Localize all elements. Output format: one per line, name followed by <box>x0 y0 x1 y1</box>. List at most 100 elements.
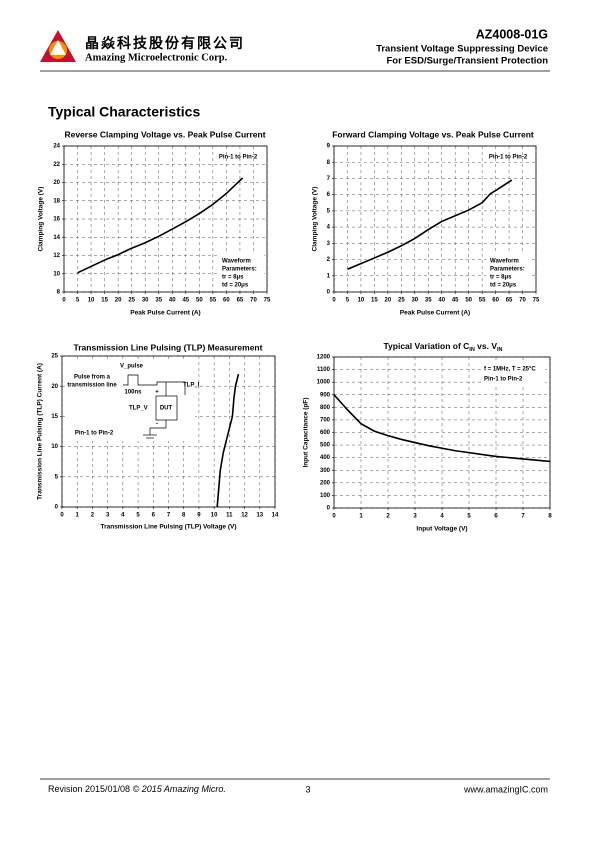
x-tick-label: 5 <box>76 298 80 304</box>
x-tick-label: 2 <box>386 514 390 520</box>
plot-frame <box>333 356 551 509</box>
x-tick-label: 4 <box>440 514 444 520</box>
y-tick-label: 1000 <box>317 380 331 386</box>
x-tick-label: 0 <box>332 298 336 304</box>
y-tick-label: 22 <box>53 162 60 168</box>
annotation: tr = 8μs <box>490 275 512 281</box>
y-tick-label: 3 <box>327 241 331 247</box>
annotation: TLP_I <box>183 383 200 389</box>
data-line <box>216 373 240 508</box>
x-tick-label: 20 <box>115 298 122 304</box>
website: www.amazingIC.com <box>463 784 548 794</box>
x-tick-label: 7 <box>521 514 525 520</box>
y-tick-label: 1200 <box>317 355 331 361</box>
wire <box>143 381 186 395</box>
company-en: Amazing Microelectronic Corp. <box>85 52 228 63</box>
x-tick-label: 10 <box>88 298 95 304</box>
title-part: IN <box>469 347 475 353</box>
x-tick-label: 10 <box>358 298 365 304</box>
y-tick-label: 15 <box>51 414 58 420</box>
annotation: Waveform <box>222 259 251 265</box>
y-tick-label: 200 <box>320 480 331 486</box>
copyright: © 2015 Amazing Micro. <box>133 784 226 794</box>
annotation: Pin-1 to Pin-2 <box>219 155 258 161</box>
x-tick-label: 15 <box>101 298 108 304</box>
annotation: Waveform <box>490 259 519 265</box>
x-tick-label: 55 <box>479 298 486 304</box>
x-tick-label: 9 <box>197 513 201 519</box>
x-tick-label: 3 <box>413 514 417 520</box>
annotation: - <box>156 422 158 428</box>
y-tick-label: 16 <box>53 217 60 223</box>
annotation: TLP_V <box>129 406 148 412</box>
x-tick-label: 8 <box>548 514 552 520</box>
x-tick-label: 14 <box>272 513 279 519</box>
pulse-symbol <box>123 374 143 386</box>
title-part: vs. V <box>475 341 498 351</box>
dut-box <box>155 395 178 421</box>
y-tick-label: 600 <box>320 430 331 436</box>
annotation: Parameters: <box>490 267 525 273</box>
annotation: td = 20μs <box>490 283 517 289</box>
x-tick-label: 40 <box>169 298 176 304</box>
x-tick-label: 60 <box>492 298 499 304</box>
logo <box>40 30 76 62</box>
y-axis-label: Input Capacitance (pF) <box>303 397 310 467</box>
annotation: DUT <box>160 406 173 412</box>
plot-frame <box>61 355 276 508</box>
y-tick-label: 8 <box>57 290 61 296</box>
x-tick-label: 25 <box>128 298 135 304</box>
x-tick-label: 0 <box>332 514 336 520</box>
x-tick-label: 1 <box>359 514 363 520</box>
x-tick-label: 70 <box>250 298 257 304</box>
x-tick-label: 60 <box>223 298 230 304</box>
y-tick-label: 10 <box>53 271 60 277</box>
x-axis-label: Input Voltage (V) <box>416 526 467 533</box>
y-tick-label: 1 <box>327 273 331 279</box>
annotation: Pulse from a <box>74 375 111 381</box>
y-tick-label: 18 <box>53 198 60 204</box>
annotation: td = 20μs <box>222 283 249 289</box>
x-tick-label: 1 <box>76 513 80 519</box>
y-tick-label: 800 <box>320 405 331 411</box>
x-tick-label: 45 <box>452 298 459 304</box>
x-tick-label: 75 <box>264 298 271 304</box>
y-tick-label: 7 <box>327 176 331 182</box>
x-tick-label: 30 <box>142 298 149 304</box>
wire <box>149 420 167 435</box>
annotation-box <box>486 252 532 290</box>
annotation-box <box>481 363 545 385</box>
x-tick-label: 70 <box>519 298 526 304</box>
annotation: V_pulse <box>120 364 144 370</box>
y-tick-label: 1100 <box>317 367 331 373</box>
y-tick-label: 6 <box>327 192 331 198</box>
annotation-box <box>65 361 195 441</box>
title-part: IN <box>497 347 503 353</box>
annotation: + <box>155 390 159 396</box>
chart-title: Transmission Line Pulsing (TLP) Measurem… <box>74 342 263 352</box>
x-tick-label: 10 <box>211 513 218 519</box>
y-tick-label: 100 <box>320 493 331 499</box>
x-tick-label: 65 <box>506 298 513 304</box>
x-tick-label: 5 <box>136 513 140 519</box>
chart-title: Reverse Clamping Voltage vs. Peak Pulse … <box>64 129 265 139</box>
y-tick-label: 20 <box>53 180 60 186</box>
y-tick-label: 8 <box>327 160 331 166</box>
y-tick-label: 2 <box>327 257 331 263</box>
data-line <box>77 177 244 274</box>
annotation: Pin-1 to Pin-2 <box>75 431 114 437</box>
annotation: 100ns <box>124 390 142 396</box>
x-tick-label: 11 <box>226 513 233 519</box>
y-tick-label: 25 <box>51 354 58 360</box>
x-tick-label: 25 <box>398 298 405 304</box>
y-tick-label: 400 <box>320 455 331 461</box>
y-tick-label: 0 <box>55 505 59 511</box>
x-tick-label: 0 <box>60 513 64 519</box>
plot-frame <box>63 145 268 293</box>
y-tick-label: 10 <box>51 444 58 450</box>
data-line <box>347 179 513 271</box>
x-tick-label: 20 <box>385 298 392 304</box>
y-tick-label: 300 <box>320 468 331 474</box>
y-tick-label: 900 <box>320 392 331 398</box>
